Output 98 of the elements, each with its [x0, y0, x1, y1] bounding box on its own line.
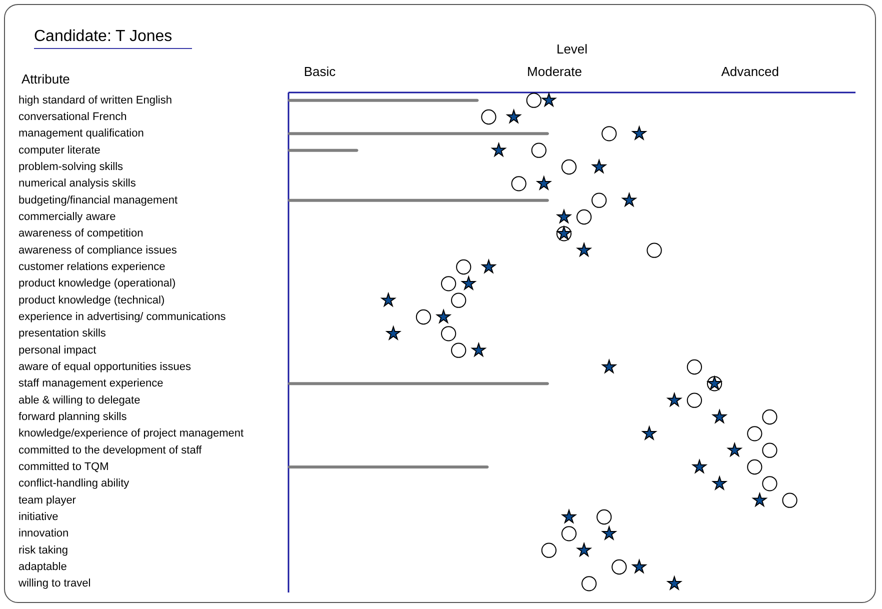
y-tick-label: awareness of competition [18, 228, 144, 240]
y-tick-label: presentation skills [18, 328, 106, 340]
point [531, 142, 546, 158]
point [712, 476, 727, 490]
y-tick-label: innovation [18, 528, 69, 540]
point [747, 426, 762, 442]
y-tick-label: initiative [18, 511, 58, 523]
y-tick-label: personal impact [18, 344, 96, 356]
point [686, 392, 702, 408]
point [602, 126, 617, 142]
bar [288, 148, 358, 152]
point [511, 176, 526, 192]
y-tick-label: adaptable [18, 561, 67, 573]
y-tick-label: numerical analysis skills [18, 178, 136, 190]
y-tick-label: willing to travel [18, 578, 91, 590]
point [622, 192, 636, 206]
y-tick-label: forward planning skills [18, 411, 128, 423]
y-tick-label: conflict-handling ability [18, 478, 130, 490]
point [752, 492, 767, 506]
point [712, 410, 727, 424]
y-tick-label: customer relations experience [18, 261, 166, 273]
point [542, 92, 556, 106]
point [747, 459, 762, 475]
point [556, 210, 572, 224]
text: Basic [304, 64, 336, 79]
bar [288, 198, 549, 202]
y-tick-label: risk taking [18, 544, 68, 556]
point [602, 360, 616, 374]
y-tick-label: able & willing to delegate [18, 394, 140, 406]
point [436, 310, 451, 324]
y-tick-label: committed to TQM [18, 461, 109, 473]
y-tick-label: awareness of compliance issues [18, 244, 178, 256]
point [462, 276, 476, 290]
y-tick-label: management qualification [18, 128, 144, 140]
point [440, 326, 456, 342]
point [492, 142, 506, 156]
point [481, 109, 496, 125]
point [762, 409, 778, 425]
y-tick-label: product knowledge (operational) [18, 278, 176, 290]
point [472, 342, 486, 356]
point [612, 559, 627, 575]
point [592, 160, 606, 174]
y-tick-label: conversational French [18, 111, 127, 123]
point [440, 276, 456, 292]
point [456, 259, 472, 275]
point [536, 176, 551, 190]
y-tick-label: staff management experience [18, 378, 164, 390]
text: Advanced [721, 64, 780, 79]
point [728, 442, 742, 456]
point [596, 509, 612, 525]
y-axis-title: Attribute [22, 72, 70, 86]
y-tick-label: product knowledge (technical) [18, 294, 165, 306]
point [386, 326, 400, 340]
y-tick-label: aware of equal opportunities issues [18, 361, 192, 373]
point [602, 526, 616, 540]
point [541, 542, 556, 558]
y-tick-label: problem-solving skills [18, 161, 124, 173]
y-tick-label: computer literate [18, 144, 100, 156]
point [667, 392, 682, 406]
point [632, 560, 646, 574]
point [692, 460, 707, 474]
point [686, 359, 702, 375]
point [416, 309, 432, 325]
point [592, 192, 607, 208]
point [581, 576, 597, 592]
point [782, 492, 798, 508]
point [576, 209, 592, 225]
point [451, 342, 466, 358]
x-axis-title: Level [556, 42, 588, 56]
y-tick-label: experience in advertising/ communications [18, 311, 226, 323]
y-tick-label: team player [18, 494, 76, 506]
bar [288, 382, 549, 386]
point [451, 292, 466, 308]
y-tick-label: budgeting/financial management [18, 194, 178, 206]
point [482, 260, 496, 274]
point [762, 442, 778, 458]
y-tick-label: high standard of written English [18, 94, 172, 106]
point [762, 476, 778, 492]
text: Candidate: T Jones [34, 28, 192, 49]
point [632, 126, 646, 140]
point [381, 292, 396, 306]
point [526, 92, 542, 108]
bar [288, 466, 489, 468]
point [506, 110, 521, 124]
point [576, 242, 592, 256]
y-tick-label: commercially aware [18, 211, 116, 223]
point [576, 542, 592, 556]
bar [288, 132, 549, 136]
point [561, 526, 577, 542]
y-tick-label: committed to the development of staff [18, 444, 203, 456]
point [646, 242, 662, 258]
point [667, 576, 682, 590]
point [642, 426, 656, 440]
point [562, 510, 576, 524]
y-tick-label: knowledge/experience of project management [18, 428, 244, 440]
text: Moderate [527, 64, 582, 79]
point [561, 159, 577, 175]
bar [288, 98, 479, 102]
